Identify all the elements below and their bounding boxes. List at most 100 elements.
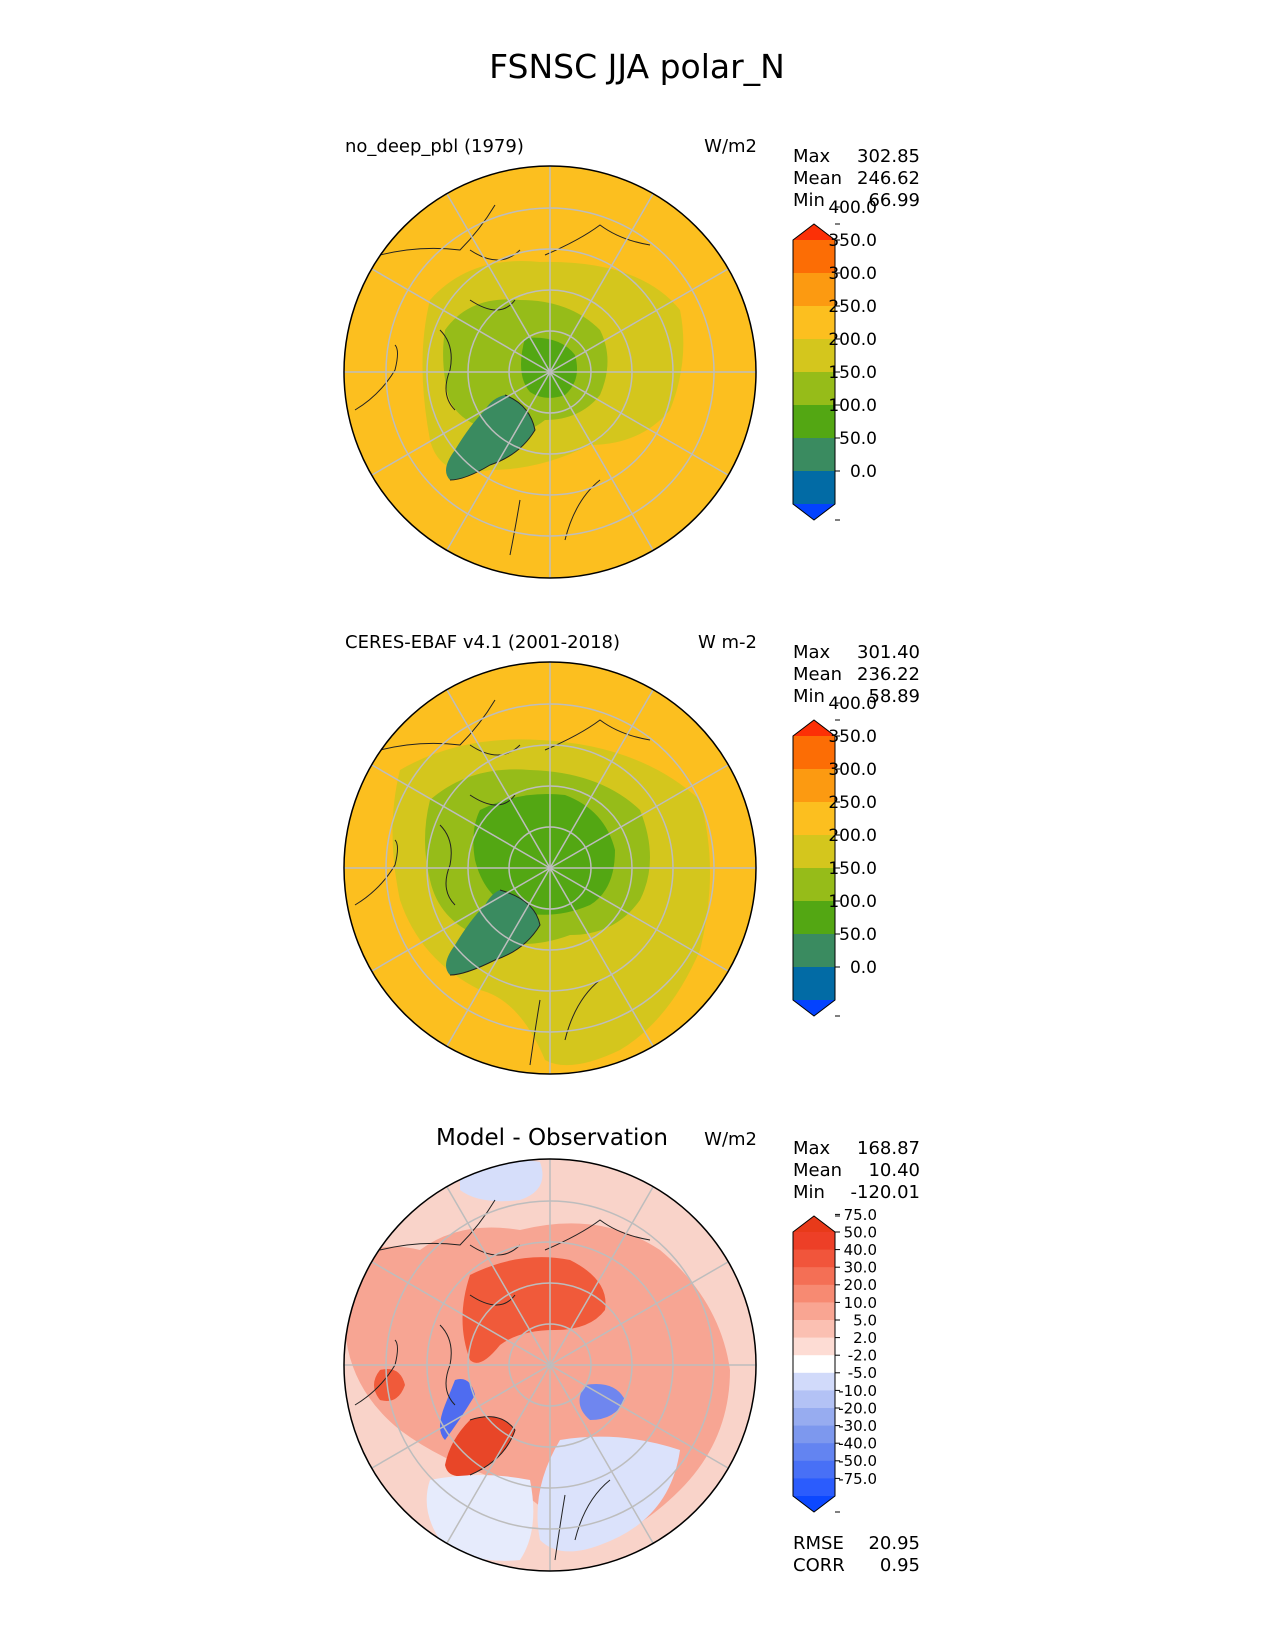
colorbar-bin <box>793 934 835 968</box>
colorbar-bin <box>793 769 835 803</box>
colorbar-model: 0.0 50.0 100.0 150.0 200.0 250.0 300.0 350.0 400… <box>792 198 877 521</box>
colorbar-bin <box>793 1355 835 1374</box>
colorbar-tick-label: 100.0 <box>828 892 877 912</box>
colorbar-bin <box>793 1460 835 1479</box>
colorbar-extension-max <box>793 720 835 736</box>
colorbar-tick-label: 50.0 <box>839 925 877 945</box>
colorbar-tick-label: -75.0 <box>838 1470 877 1488</box>
colorbar-diff: -75.0-50.0-40.0-30.0-20.0-10.0-5.0-2.02.… <box>792 1206 877 1513</box>
panel-obs: CERES-EBAF v4.1 (2001-2018) W m-2 <box>343 632 920 1075</box>
colorbar-bin <box>793 1425 835 1444</box>
stat-label-rmse: RMSE <box>793 1533 844 1554</box>
colorbar-tick-label: 350.0 <box>828 727 877 747</box>
panel-diff-center-title: Model - Observation <box>436 1125 668 1151</box>
panel-diff-units: W/m2 <box>704 1129 757 1150</box>
stat-value-min: 58.89 <box>868 686 920 707</box>
figure-title: FSNSC JJA polar_N <box>489 47 785 86</box>
colorbar-tick-label: 400.0 <box>828 694 877 714</box>
stat-value-max: 168.87 <box>857 1138 920 1159</box>
panel-model: no_deep_pbl (1979) W/m2 <box>343 136 920 579</box>
stat-value-max: 301.40 <box>857 642 920 663</box>
stats-obs: Max 301.40 Mean 236.22 Min 58.89 <box>793 642 920 707</box>
colorbar-tick-label: -40.0 <box>838 1435 877 1453</box>
colorbar-bin <box>793 967 835 1001</box>
colorbar-bin <box>793 1443 835 1462</box>
map-region-negative-light-3 <box>426 1475 534 1561</box>
stat-label-min: Min <box>793 1182 825 1203</box>
colorbar-bin <box>793 1390 835 1409</box>
colorbar-bin <box>793 1302 835 1321</box>
colorbar-extension-min <box>793 504 835 520</box>
colorbar-tick-label: 250.0 <box>828 297 877 317</box>
map-region-negative-light-2 <box>537 1436 680 1552</box>
colorbar-tick-label: 5.0 <box>853 1311 877 1329</box>
colorbar-tick-label: 250.0 <box>828 793 877 813</box>
panel-obs-left-title: CERES-EBAF v4.1 (2001-2018) <box>345 632 620 653</box>
stat-value-mean: 10.40 <box>868 1160 920 1181</box>
map-boundary-model <box>343 165 757 579</box>
stat-label-max: Max <box>793 642 831 663</box>
colorbar-bin <box>793 438 835 472</box>
colorbar-tick-label: 150.0 <box>828 859 877 879</box>
graticule-model <box>344 166 756 578</box>
panel-obs-units: W m-2 <box>698 632 757 653</box>
stat-label-mean: Mean <box>793 664 842 685</box>
colorbar-bin <box>793 1284 835 1303</box>
colorbar-tick-label: 300.0 <box>828 760 877 780</box>
stats-diff: Max 168.87 Mean 10.40 Min -120.01 RMSE 2… <box>793 1138 920 1576</box>
colorbar-tick-label: 30.0 <box>844 1259 877 1277</box>
graticule-obs <box>344 662 756 1074</box>
stat-value-corr: 0.95 <box>880 1555 920 1576</box>
colorbar-bin <box>793 736 835 770</box>
colorbar-tick-label: 300.0 <box>828 264 877 284</box>
colorbar-extension-min <box>793 1000 835 1016</box>
colorbar-extension-max <box>793 1216 835 1232</box>
colorbar-bin <box>793 306 835 340</box>
colorbar-outline <box>792 223 836 521</box>
map-region-greenland <box>446 890 540 975</box>
colorbar-bin <box>793 802 835 836</box>
map-region-negative-light <box>460 1159 543 1202</box>
map-region-greenland <box>446 395 535 480</box>
map-region-negative-strong <box>579 1384 625 1420</box>
colorbar-tick-label: -2.0 <box>848 1347 877 1365</box>
colorbar-tick-label: -30.0 <box>838 1417 877 1435</box>
stat-label-mean: Mean <box>793 168 842 189</box>
panel-diff: Model - Observation W/m2 <box>343 1125 920 1576</box>
colorbar-tick-label: 40.0 <box>844 1241 877 1259</box>
colorbar-tick-label: 50.0 <box>844 1223 877 1241</box>
colorbar-bin <box>793 868 835 902</box>
map-boundary-obs <box>343 661 757 1075</box>
map-region-positive-strong-3 <box>445 1416 515 1477</box>
colorbar-tick-label: -10.0 <box>838 1382 877 1400</box>
stat-label-max: Max <box>793 146 831 167</box>
colorbar-bin <box>793 1232 835 1251</box>
stat-label-max: Max <box>793 1138 831 1159</box>
map-region-positive-strong-2 <box>374 1369 405 1401</box>
colorbar-bin <box>793 901 835 935</box>
colorbar-tick-label: 200.0 <box>828 826 877 846</box>
map-region-negative-strong-2 <box>440 1379 475 1440</box>
stat-value-min: 66.99 <box>868 190 920 211</box>
stat-value-mean: 236.22 <box>857 664 920 685</box>
colorbar-bin <box>793 1249 835 1268</box>
map-boundary-diff <box>343 1158 757 1572</box>
colorbar-tick-label: 75.0 <box>844 1206 877 1224</box>
colorbar-tick-label: -20.0 <box>838 1399 877 1417</box>
stats-model: Max 302.85 Mean 246.62 Min 66.99 <box>793 146 920 211</box>
colorbar-bin <box>793 372 835 406</box>
colorbar-extension-max <box>793 224 835 240</box>
colorbar-tick-label: 2.0 <box>853 1329 877 1347</box>
graticule-diff <box>344 1159 756 1571</box>
stat-value-min: -120.01 <box>851 1182 920 1203</box>
colorbar-tick-label: 50.0 <box>839 429 877 449</box>
colorbar-extension-min <box>793 1496 835 1512</box>
colorbar-outline <box>792 719 836 1017</box>
colorbar-tick-label: 100.0 <box>828 396 877 416</box>
colorbar-bin <box>793 1478 835 1497</box>
colorbar-tick-label: 0.0 <box>850 958 877 978</box>
colorbar-bin <box>793 1267 835 1286</box>
colorbar-bin <box>793 240 835 274</box>
colorbar-bin <box>793 1337 835 1356</box>
